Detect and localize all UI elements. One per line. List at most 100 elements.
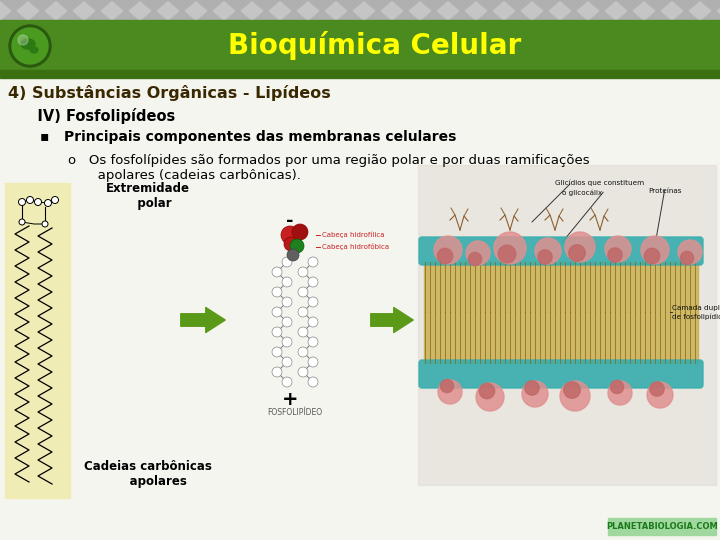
Text: ▪   Principais componentes das membranas celulares: ▪ Principais componentes das membranas c… [40, 130, 456, 144]
Circle shape [494, 232, 526, 264]
Circle shape [298, 347, 308, 357]
Polygon shape [420, 10, 448, 22]
Circle shape [308, 277, 318, 287]
Polygon shape [504, 10, 532, 22]
Polygon shape [476, 0, 504, 12]
Circle shape [535, 238, 561, 264]
Bar [418, 165, 716, 485]
Text: Cabeça hidrofóbica: Cabeça hidrofóbica [322, 244, 389, 251]
Circle shape [569, 245, 585, 261]
Polygon shape [616, 0, 644, 12]
Circle shape [608, 248, 622, 262]
Bar [0, 77, 720, 540]
Bar [0, 20, 720, 72]
Polygon shape [700, 10, 720, 22]
Circle shape [441, 380, 454, 393]
FancyArrowPatch shape [371, 307, 413, 333]
Polygon shape [196, 0, 224, 12]
Polygon shape [588, 0, 616, 12]
Circle shape [476, 383, 504, 411]
Circle shape [35, 199, 42, 206]
Circle shape [282, 377, 292, 387]
Polygon shape [364, 10, 392, 22]
Bar [608, 518, 716, 535]
Circle shape [308, 337, 318, 347]
Polygon shape [196, 10, 224, 22]
Circle shape [605, 236, 631, 262]
Polygon shape [140, 0, 168, 12]
Circle shape [564, 382, 580, 399]
Text: o   Os fosfolípides são formados por uma região polar e por duas ramificações: o Os fosfolípides são formados por uma r… [68, 154, 590, 167]
Circle shape [437, 248, 453, 264]
FancyArrowPatch shape [181, 307, 225, 333]
Circle shape [469, 252, 482, 266]
Circle shape [45, 199, 52, 206]
Circle shape [650, 382, 664, 396]
Circle shape [522, 381, 548, 407]
Polygon shape [476, 10, 504, 22]
Bar [424, 262, 698, 363]
Circle shape [282, 257, 292, 267]
Circle shape [282, 357, 292, 367]
Circle shape [308, 257, 318, 267]
Text: de fosfolipídios: de fosfolipídios [672, 314, 720, 321]
Circle shape [42, 221, 48, 227]
Polygon shape [168, 10, 196, 22]
Text: Bioquímica Celular: Bioquímica Celular [228, 31, 521, 60]
Circle shape [308, 357, 318, 367]
Polygon shape [420, 0, 448, 12]
Circle shape [272, 287, 282, 297]
FancyBboxPatch shape [419, 360, 703, 388]
Polygon shape [308, 0, 336, 12]
Circle shape [292, 224, 308, 240]
Ellipse shape [30, 47, 38, 53]
Circle shape [298, 307, 308, 317]
Polygon shape [532, 10, 560, 22]
Polygon shape [560, 0, 588, 12]
Circle shape [647, 382, 673, 408]
Text: Glicídios que constituem: Glicídios que constituem [555, 180, 644, 186]
Circle shape [19, 219, 25, 225]
Circle shape [525, 381, 539, 395]
Circle shape [298, 287, 308, 297]
Circle shape [466, 241, 490, 265]
Polygon shape [280, 0, 308, 12]
Polygon shape [644, 0, 672, 12]
Polygon shape [392, 10, 420, 22]
Polygon shape [280, 10, 308, 22]
Polygon shape [28, 0, 56, 12]
Circle shape [538, 250, 552, 264]
Polygon shape [308, 10, 336, 22]
Circle shape [27, 197, 34, 204]
Polygon shape [560, 10, 588, 22]
Polygon shape [84, 10, 112, 22]
Bar [0, 0, 720, 22]
Polygon shape [672, 0, 700, 12]
Text: +: + [282, 390, 298, 409]
Circle shape [287, 249, 299, 261]
Text: Extremidade
   polar: Extremidade polar [106, 182, 190, 210]
Text: Proteínas: Proteínas [648, 188, 682, 194]
Polygon shape [112, 10, 140, 22]
Circle shape [680, 252, 693, 265]
Circle shape [282, 277, 292, 287]
Bar [5, 183, 70, 498]
Polygon shape [616, 10, 644, 22]
Circle shape [272, 347, 282, 357]
Circle shape [281, 226, 299, 244]
Circle shape [9, 25, 51, 67]
Bar [0, 70, 720, 78]
Polygon shape [700, 0, 720, 12]
Circle shape [480, 383, 495, 399]
Polygon shape [0, 0, 28, 12]
Circle shape [298, 267, 308, 277]
Circle shape [611, 380, 624, 394]
Circle shape [12, 28, 48, 64]
Text: Cabeça hidrofílica: Cabeça hidrofílica [322, 232, 384, 238]
Circle shape [308, 297, 318, 307]
Circle shape [438, 380, 462, 404]
Polygon shape [336, 10, 364, 22]
Circle shape [284, 237, 298, 251]
Circle shape [282, 317, 292, 327]
Polygon shape [56, 10, 84, 22]
